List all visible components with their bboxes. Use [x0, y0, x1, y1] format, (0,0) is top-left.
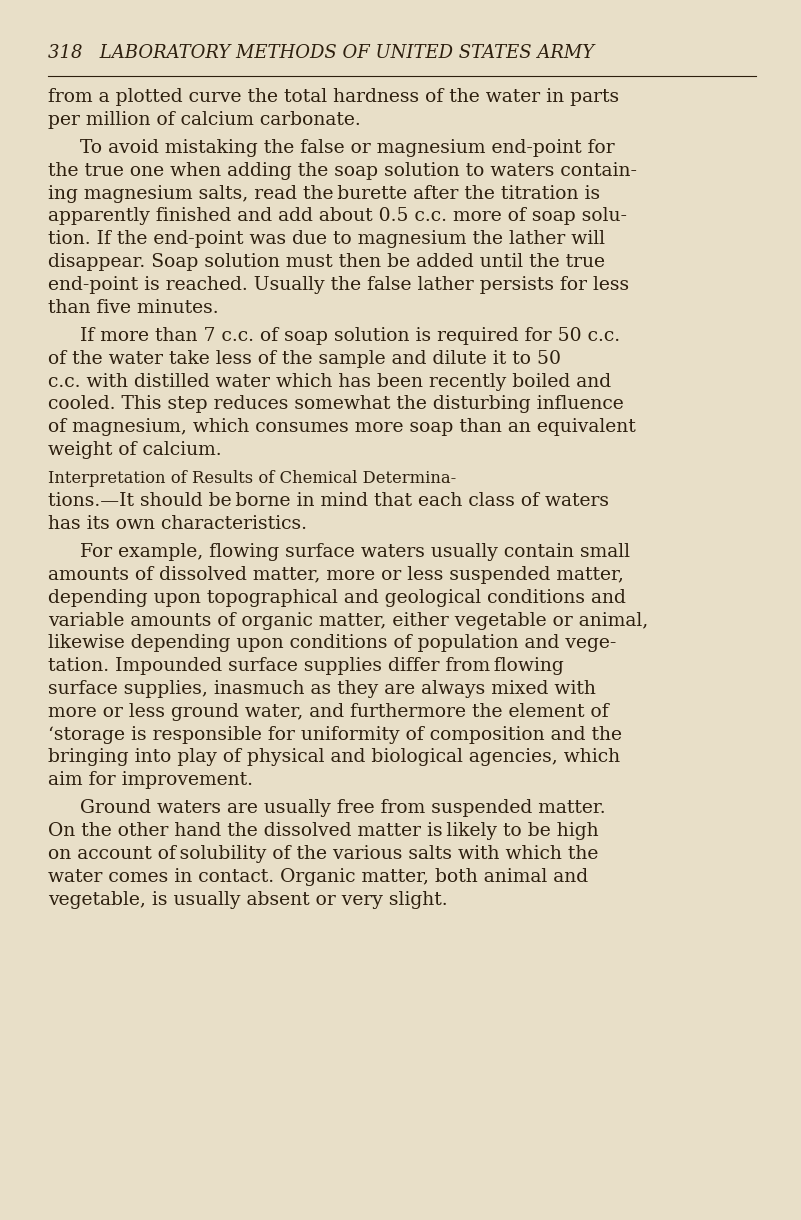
Text: surface supplies, inasmuch as they are always mixed with: surface supplies, inasmuch as they are a… [48, 680, 596, 698]
Text: Ground waters are usually free from suspended matter.: Ground waters are usually free from susp… [80, 799, 606, 817]
Text: On the other hand the dissolved matter is likely to be high: On the other hand the dissolved matter i… [48, 822, 598, 841]
Text: on account of solubility of the various salts with which the: on account of solubility of the various … [48, 845, 598, 863]
Text: end-point is reached. Usually the false lather persists for less: end-point is reached. Usually the false … [48, 276, 629, 294]
Text: 318   LABORATORY METHODS OF UNITED STATES ARMY: 318 LABORATORY METHODS OF UNITED STATES … [48, 44, 594, 62]
Text: likewise depending upon conditions of population and vege-: likewise depending upon conditions of po… [48, 634, 617, 653]
Text: of the water take less of the sample and dilute it to 50: of the water take less of the sample and… [48, 350, 561, 367]
Text: tion. If the end-point was due to magnesium the lather will: tion. If the end-point was due to magnes… [48, 231, 605, 249]
Text: from a plotted curve the total hardness of the water in parts: from a plotted curve the total hardness … [48, 88, 619, 106]
Text: tions.—It should be borne in mind that each class of waters: tions.—It should be borne in mind that e… [48, 492, 609, 510]
Text: per million of calcium carbonate.: per million of calcium carbonate. [48, 111, 360, 129]
Text: variable amounts of organic matter, either vegetable or animal,: variable amounts of organic matter, eith… [48, 611, 648, 630]
Text: ‘storage is responsible for uniformity of composition and the: ‘storage is responsible for uniformity o… [48, 726, 622, 744]
Text: vegetable, is usually absent or very slight.: vegetable, is usually absent or very sli… [48, 891, 448, 909]
Text: depending upon topographical and geological conditions and: depending upon topographical and geologi… [48, 589, 626, 606]
Text: ing magnesium salts, read the burette after the titration is: ing magnesium salts, read the burette af… [48, 184, 600, 203]
Text: Interpretation of Results of Chemical Determina-: Interpretation of Results of Chemical De… [48, 470, 457, 487]
Text: bringing into play of physical and biological agencies, which: bringing into play of physical and biolo… [48, 748, 620, 766]
Text: aim for improvement.: aim for improvement. [48, 771, 253, 789]
Text: more or less ground water, and furthermore the element of: more or less ground water, and furthermo… [48, 703, 609, 721]
Text: To avoid mistaking the false or magnesium end-point for: To avoid mistaking the false or magnesiu… [80, 139, 614, 157]
Text: If more than 7 c.c. of soap solution is required for 50 c.c.: If more than 7 c.c. of soap solution is … [80, 327, 620, 345]
Text: For example, flowing surface waters usually contain small: For example, flowing surface waters usua… [80, 543, 630, 561]
Text: of magnesium, which consumes more soap than an equivalent: of magnesium, which consumes more soap t… [48, 418, 636, 437]
Text: the true one when adding the soap solution to waters contain-: the true one when adding the soap soluti… [48, 162, 637, 179]
Text: weight of calcium.: weight of calcium. [48, 440, 222, 459]
Text: apparently finished and add about 0.5 c.c. more of soap solu-: apparently finished and add about 0.5 c.… [48, 207, 627, 226]
Text: has its own characteristics.: has its own characteristics. [48, 515, 307, 533]
Text: c.c. with distilled water which has been recently boiled and: c.c. with distilled water which has been… [48, 372, 611, 390]
Text: water comes in contact. Organic matter, both animal and: water comes in contact. Organic matter, … [48, 867, 588, 886]
Text: than five minutes.: than five minutes. [48, 299, 219, 317]
Text: tation. Impounded surface supplies differ from flowing: tation. Impounded surface supplies diffe… [48, 658, 564, 675]
Text: disappear. Soap solution must then be added until the true: disappear. Soap solution must then be ad… [48, 253, 605, 271]
Text: cooled. This step reduces somewhat the disturbing influence: cooled. This step reduces somewhat the d… [48, 395, 624, 414]
Text: amounts of dissolved matter, more or less suspended matter,: amounts of dissolved matter, more or les… [48, 566, 624, 584]
